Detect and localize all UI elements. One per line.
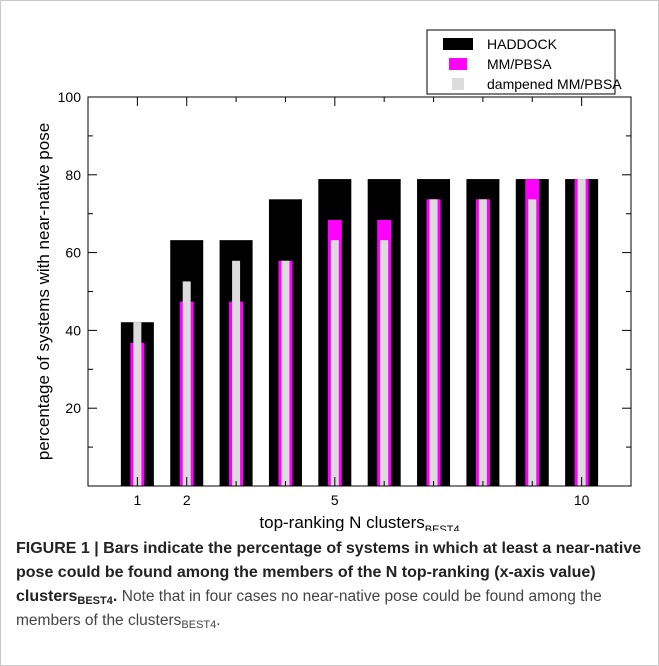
bar-dampened-mm-pbsa-2 [182, 281, 191, 486]
caption-label: FIGURE 1 | [16, 540, 104, 557]
bar-dampened-mm-pbsa-6 [380, 240, 389, 486]
caption-note-subscript: BEST4 [181, 619, 217, 631]
figure-caption: FIGURE 1 | Bars indicate the percentage … [16, 537, 646, 633]
y-tick-label-100: 100 [58, 89, 82, 105]
x-tick-label-1: 1 [133, 492, 141, 508]
caption-note-end: . [216, 612, 221, 629]
bar-dampened-mm-pbsa-8 [478, 199, 487, 486]
plot-frame [87, 96, 632, 487]
legend-swatch-haddock [443, 38, 473, 50]
bar-dampened-mm-pbsa-1 [133, 322, 142, 486]
y-axis-label: percentage of systems with near-native p… [34, 123, 53, 460]
y-tick-label-60: 60 [65, 245, 81, 261]
bar-dampened-mm-pbsa-7 [429, 199, 438, 486]
bar-dampened-mm-pbsa-3 [232, 260, 241, 486]
legend-swatch-dampened-mm-pbsa [452, 78, 464, 90]
x-tick-label-2: 2 [183, 492, 191, 508]
bar-chart: 20 40 60 80 100 1 2 5 10 top-ranking N clustersBE… [34, 29, 632, 531]
caption-bold-text: Bars indicate the percentage of systems … [16, 540, 642, 605]
legend-label-dampened-mm-pbsa: dampened MM/PBSA [487, 76, 622, 92]
bar-dampened-mm-pbsa-5 [330, 240, 339, 486]
y-tick-label-20: 20 [65, 400, 81, 416]
y-tick-label-80: 80 [65, 167, 81, 183]
legend-label-mm-pbsa: MM/PBSA [487, 56, 552, 72]
bar-dampened-mm-pbsa-9 [528, 199, 537, 486]
caption-bold-subscript: BEST4 [77, 595, 113, 607]
x-tick-label-10: 10 [574, 492, 590, 508]
legend-label-haddock: HADDOCK [487, 36, 558, 52]
caption-bold-end: . [112, 588, 118, 605]
y-tick-label-40: 40 [65, 322, 81, 338]
x-tick-label-5: 5 [331, 492, 339, 508]
bar-dampened-mm-pbsa-4 [281, 260, 290, 486]
bar-dampened-mm-pbsa-10 [577, 179, 586, 487]
legend-swatch-mm-pbsa [449, 58, 467, 70]
x-axis-label: top-ranking N clustersBEST4 [259, 513, 459, 531]
caption-note-text: Note that in four cases no near-native p… [16, 588, 602, 629]
